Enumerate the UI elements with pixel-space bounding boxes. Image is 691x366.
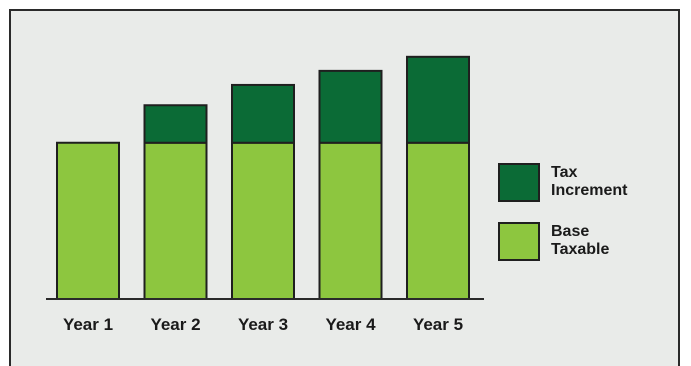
x-tick-labels: Year 1 Year 2 Year 3 Year 4 Year 5 <box>63 315 463 334</box>
bar-tax-increment-year-3 <box>231 83 295 144</box>
x-tick-label-year-2: Year 2 <box>150 315 200 334</box>
bar-tax-increment-year-4 <box>318 69 383 144</box>
legend-label-tax-increment-line-1: Tax <box>551 164 577 181</box>
x-tick-label-year-5: Year 5 <box>413 315 463 334</box>
legend-label-base-taxable-line-2: Taxable <box>551 241 610 258</box>
legend-swatch-tax-increment <box>498 163 540 202</box>
bar-base-taxable-year-1 <box>56 141 120 300</box>
legend-label-base-taxable-line-1: Base <box>551 223 589 240</box>
bar-base-taxable-year-5 <box>406 141 470 300</box>
bars-group <box>56 55 470 300</box>
x-tick-label-year-4: Year 4 <box>325 315 376 334</box>
x-tick-label-year-1: Year 1 <box>63 315 113 334</box>
legend-label-tax-increment-line-2: Increment <box>551 182 628 199</box>
bar-base-taxable-year-3 <box>231 141 295 300</box>
legend-swatch-base-taxable <box>498 222 540 261</box>
x-tick-label-year-3: Year 3 <box>238 315 288 334</box>
bar-base-taxable-year-2 <box>143 141 208 300</box>
bar-tax-increment-year-2 <box>143 104 208 144</box>
bar-base-taxable-year-4 <box>318 141 383 300</box>
bar-tax-increment-year-5 <box>406 55 470 144</box>
